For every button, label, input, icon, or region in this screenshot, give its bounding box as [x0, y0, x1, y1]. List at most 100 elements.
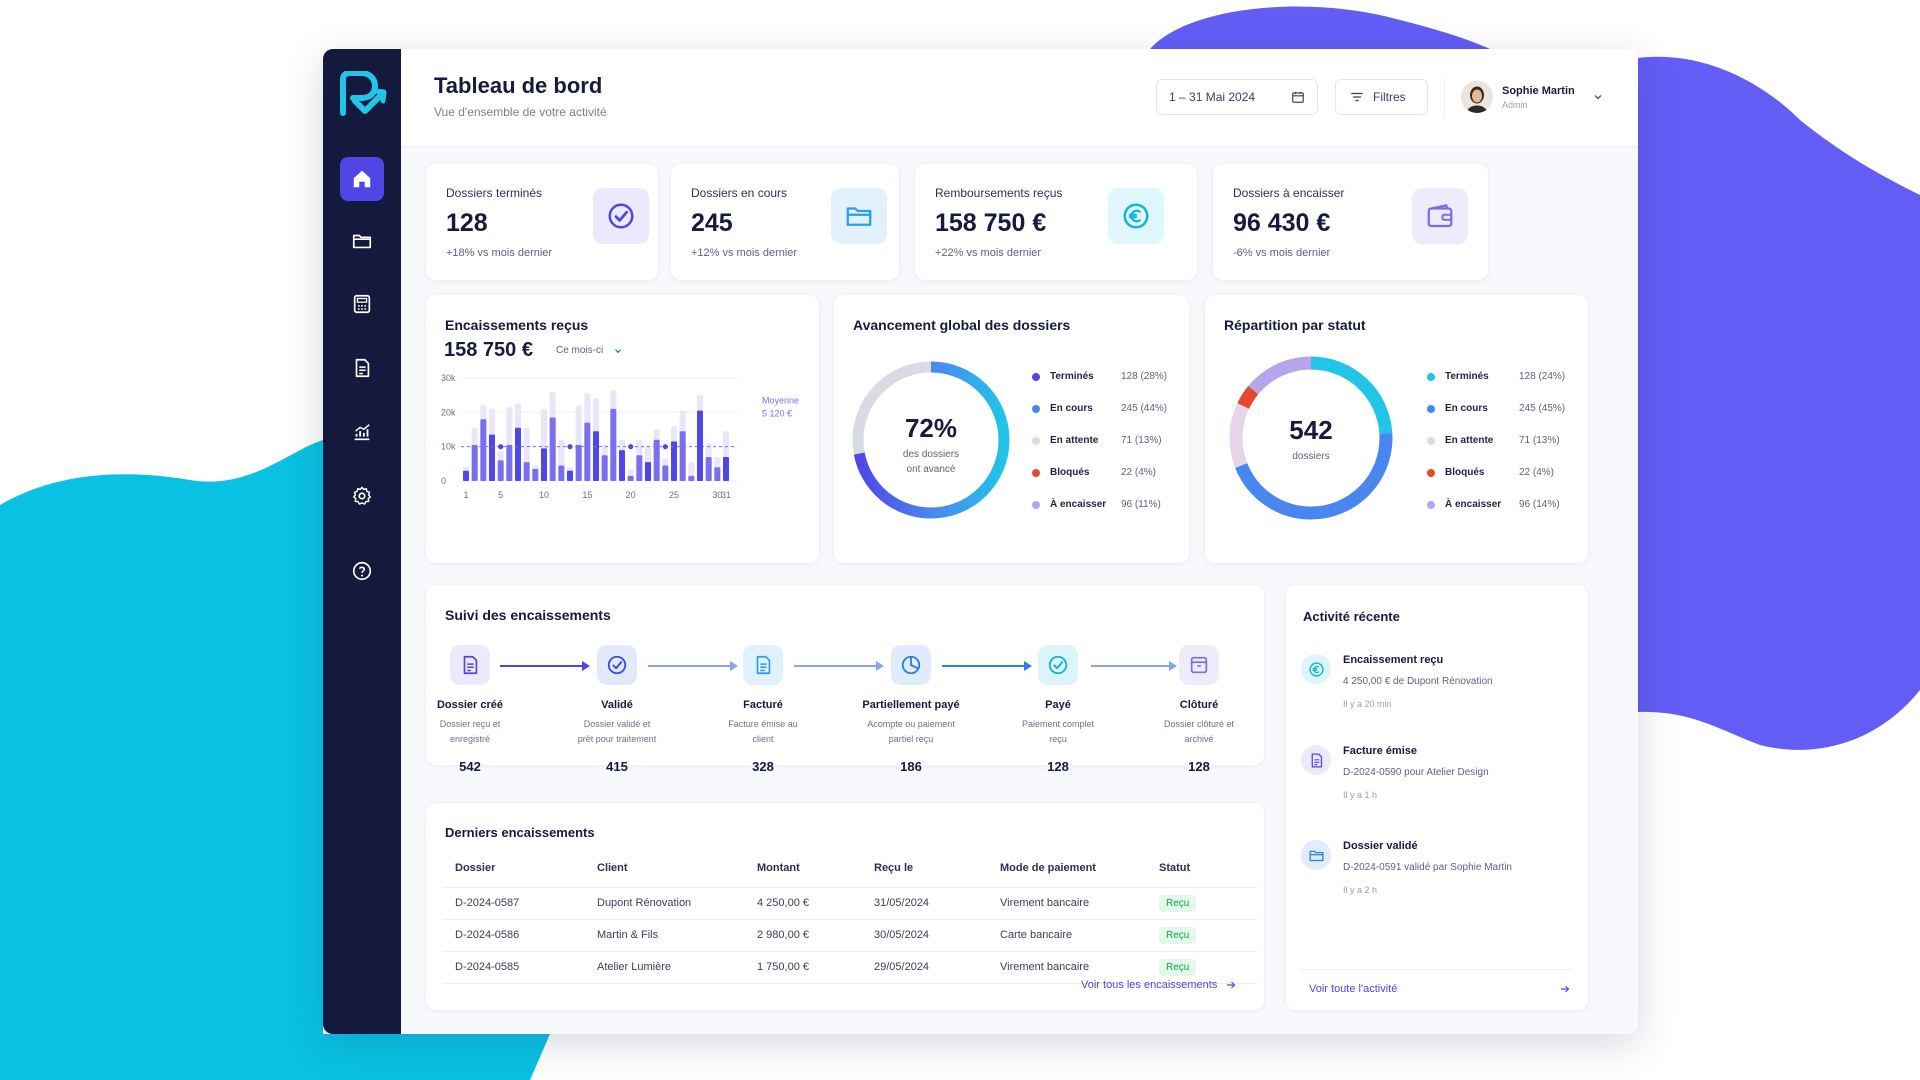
- folder-icon: [352, 234, 372, 249]
- bar: [671, 441, 677, 481]
- step-valide[interactable]: Validé Dossier validé et prêt pour traite…: [551, 645, 683, 774]
- cell-date: 31/05/2024: [862, 887, 988, 920]
- nav-home[interactable]: [340, 157, 384, 201]
- cell-statut: Reçu: [1147, 951, 1257, 984]
- bar: [723, 456, 729, 481]
- step-label: Payé: [1045, 699, 1071, 711]
- kpi-value: 128: [446, 209, 488, 237]
- user-menu[interactable]: Sophie Martin Admin: [1444, 76, 1634, 118]
- cell-montant: 2 980,00 €: [745, 919, 862, 952]
- euro-icon: [1308, 661, 1324, 677]
- cell-statut: Reçu: [1147, 919, 1257, 952]
- nav-help[interactable]: [340, 549, 384, 593]
- archive-icon: [1190, 656, 1208, 674]
- nav-dossiers[interactable]: [340, 219, 384, 263]
- document-icon: [355, 358, 370, 378]
- cell-client: Dupont Rénovation: [585, 887, 745, 920]
- card-title: Derniers encaissements: [445, 825, 595, 840]
- column-header[interactable]: Mode de paiement: [988, 849, 1147, 888]
- bar: [627, 475, 634, 481]
- flow-arrow: [648, 661, 738, 671]
- step-label: Dossier créé: [436, 699, 504, 711]
- step-desc: Dossier reçu et enregistré: [439, 719, 501, 744]
- page-title: Tableau de bord: [434, 73, 603, 98]
- step-dossier-cree[interactable]: Dossier créé Dossier reçu et enregistré 5…: [404, 645, 536, 774]
- arrow-right-icon: [1561, 985, 1570, 993]
- nav-analytics[interactable]: [340, 410, 384, 454]
- kpi-icon-box: [1412, 188, 1468, 244]
- folder-icon: [1308, 850, 1324, 861]
- date-range-picker[interactable]: 1 – 31 Mai 2024: [1156, 79, 1318, 115]
- step-icon-box: [1038, 645, 1078, 685]
- step-paye[interactable]: Payé Paiement complet reçu 128: [992, 645, 1124, 774]
- table-row[interactable]: D-2024-0587 Dupont Rénovation 4 250,00 €…: [443, 887, 1257, 920]
- activity-time: Il y a 2 h: [1343, 885, 1378, 895]
- bar: [558, 465, 565, 481]
- period-select[interactable]: Ce mois-ci: [556, 345, 623, 356]
- card-title: Activité récente: [1303, 609, 1400, 624]
- step-label: Clôturé: [1179, 699, 1219, 711]
- bar: [645, 462, 651, 481]
- activite-card: Activité récente Encaissement reçu 4 250…: [1286, 585, 1588, 1010]
- step-facture[interactable]: Facturé Facture émise au client 328: [697, 645, 829, 774]
- cell-dossier: D-2024-0585: [443, 951, 585, 984]
- pie-icon: [901, 655, 921, 675]
- step-count: 328: [752, 759, 774, 774]
- step-cloture[interactable]: Clôturé Dossier clôturé et archivé 128: [1133, 645, 1265, 774]
- step-partiellement-paye[interactable]: Partiellement payé Acompte ou paiement pa…: [845, 645, 977, 774]
- chart-icon: [354, 424, 370, 441]
- card-title: Avancement global des dossiers: [853, 317, 1071, 333]
- step-label: Facturé: [743, 699, 783, 711]
- column-header[interactable]: Client: [585, 849, 745, 888]
- status-badge: Reçu: [1159, 958, 1197, 976]
- suivi-card: Suivi des encaissements Dossier créé Dos…: [426, 585, 1264, 774]
- bar: [714, 467, 721, 481]
- card-title: Répartition par statut: [1224, 317, 1366, 333]
- see-all-activity-link[interactable]: Voir toute l'activité: [1309, 983, 1571, 995]
- calendar-icon: [1292, 91, 1304, 103]
- nav-settings[interactable]: [340, 474, 384, 518]
- bar: [636, 455, 643, 481]
- avancement-card: Avancement global des dossiers 72% des d…: [834, 295, 1189, 563]
- average-label: Moyenne: [762, 396, 799, 406]
- average-marker: [662, 444, 668, 450]
- table-row[interactable]: D-2024-0585 Atelier Lumière 1 750,00 € 2…: [443, 951, 1257, 984]
- average-marker: [567, 444, 573, 450]
- header: Tableau de bord Vue d'ensemble de votre …: [401, 49, 1638, 147]
- activity-desc: 4 250,00 € de Dupont Rénovation: [1343, 676, 1493, 687]
- kpi-card-a-encaisser: Dossiers à encaisser 96 430 € -6% vs moi…: [1213, 164, 1488, 280]
- see-all-payments-link[interactable]: Voir tous les encaissements: [1081, 979, 1237, 991]
- kpi-delta: +12% vs mois dernier: [691, 247, 798, 259]
- avatar: [1461, 81, 1493, 113]
- bar: [532, 468, 539, 481]
- column-header[interactable]: Reçu le: [862, 849, 988, 888]
- average-marker: [498, 444, 504, 450]
- sidebar: [323, 49, 401, 1034]
- nav-documents[interactable]: [340, 346, 384, 390]
- nav-calculs[interactable]: [340, 282, 384, 326]
- page-subtitle: Vue d'ensemble de votre activité: [434, 105, 607, 119]
- table-row[interactable]: D-2024-0586 Martin & Fils 2 980,00 € 30/…: [443, 919, 1257, 952]
- legend-item: Terminés 128 (28%): [1032, 371, 1182, 403]
- card-title: Suivi des encaissements: [445, 607, 611, 623]
- bar: [610, 408, 617, 481]
- progress-donut: [852, 361, 1010, 519]
- cell-client: Martin & Fils: [585, 919, 745, 952]
- document-icon: [463, 655, 478, 675]
- kpi-label: Remboursements reçus: [935, 186, 1063, 200]
- x-tick-label: 5: [498, 490, 503, 500]
- column-header[interactable]: Dossier: [443, 849, 585, 888]
- bar: [653, 439, 660, 481]
- kpi-icon-box: [831, 188, 887, 244]
- filters-button[interactable]: Filtres: [1335, 79, 1428, 115]
- column-header[interactable]: Statut: [1147, 849, 1257, 888]
- step-icon-box: [743, 645, 783, 685]
- kpi-delta: -6% vs mois dernier: [1233, 247, 1331, 259]
- y-tick-label: 20k: [441, 407, 456, 417]
- filters-label: Filtres: [1373, 90, 1406, 104]
- x-tick-label: 15: [582, 490, 592, 500]
- y-tick-label: 0: [441, 476, 446, 486]
- column-header[interactable]: Montant: [745, 849, 862, 888]
- step-desc: Dossier clôturé et archivé: [1163, 719, 1235, 744]
